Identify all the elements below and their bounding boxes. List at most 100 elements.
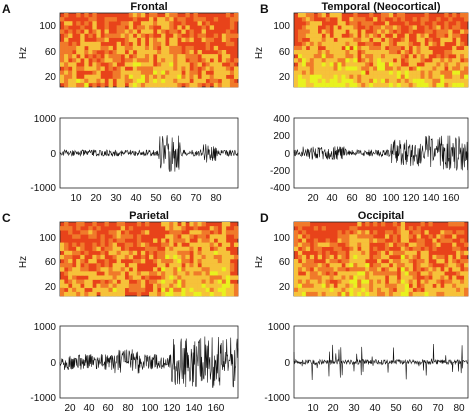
- spectrogram-cell: [144, 58, 150, 63]
- spectrogram-cell: [400, 70, 406, 75]
- spectrogram-cell: [205, 45, 210, 51]
- spectrogram-cell: [313, 263, 319, 268]
- spectrogram-cell: [100, 78, 105, 84]
- spectrogram-cell: [341, 66, 346, 71]
- spectrogram-cell: [424, 74, 429, 80]
- spectrogram-cell: [420, 222, 425, 227]
- spectrogram-cell: [68, 275, 73, 280]
- spectrogram-cell: [412, 275, 417, 280]
- spectrogram-cell: [321, 287, 326, 293]
- spectrogram-cell: [377, 254, 382, 260]
- spectrogram-cell: [381, 25, 386, 30]
- spectrogram-cell: [388, 25, 394, 30]
- spectrogram-cell: [80, 287, 85, 293]
- spectrogram-cell: [201, 234, 206, 239]
- spectrogram-cell: [169, 222, 174, 227]
- spectrogram-cell: [177, 17, 182, 22]
- spectrogram-cell: [452, 287, 457, 293]
- spectrogram-cell: [396, 13, 402, 18]
- spectrogram-cell: [456, 222, 461, 227]
- spectrogram-cell: [353, 21, 358, 26]
- spectrogram-cell: [116, 287, 121, 293]
- spectrogram-cell: [456, 66, 461, 71]
- spectrogram-cell: [92, 78, 97, 84]
- spectrogram-cell: [161, 259, 166, 264]
- spectrogram-cell: [173, 13, 178, 18]
- spectrogram-cell: [424, 29, 429, 34]
- spectrogram-cell: [157, 250, 162, 256]
- spectrogram-cell: [432, 279, 437, 284]
- spectrogram-cell: [377, 259, 382, 264]
- spectrogram-cell: [205, 267, 210, 272]
- spectrogram-cell: [201, 25, 206, 30]
- spectrogram-cell: [377, 25, 382, 30]
- spectrogram-cell: [173, 275, 178, 280]
- spectrogram-cell: [388, 70, 394, 75]
- spectrogram-cell: [112, 230, 117, 235]
- spectrogram-cell: [221, 82, 227, 88]
- spectrogram-cell: [140, 21, 146, 26]
- spectrogram-cell: [197, 287, 202, 293]
- spectrogram-cell: [205, 250, 210, 256]
- spectrogram-cell: [361, 82, 366, 88]
- spectrogram-cell: [412, 246, 417, 252]
- spectrogram-cell: [88, 271, 93, 276]
- spectrogram-cell: [353, 78, 358, 84]
- spectrogram-cell: [60, 54, 65, 59]
- spectrogram-cell: [349, 25, 354, 30]
- spectrogram-cell: [140, 70, 146, 75]
- spectrogram-cell: [104, 25, 109, 30]
- spectrogram-cell: [88, 259, 93, 264]
- spectrogram-cell: [444, 13, 449, 18]
- spectrogram-cell: [337, 263, 342, 268]
- spectrogram-cell: [92, 13, 97, 18]
- spectrogram-cell: [440, 41, 445, 47]
- spectrogram-cell: [365, 62, 370, 67]
- spectrogram-cell: [64, 21, 69, 26]
- spectrogram-cell: [345, 230, 350, 235]
- spectrogram-cell: [325, 275, 330, 280]
- spectrogram-cell: [64, 254, 69, 260]
- spectrogram-cell: [233, 283, 239, 289]
- spectrogram-cell: [205, 74, 210, 80]
- spectrogram-cell: [404, 287, 409, 293]
- spectrogram-cell: [404, 78, 409, 84]
- spectrogram-cell: [424, 54, 429, 59]
- spectrogram-cell: [456, 254, 461, 260]
- panel-d: D Occipital Hz 100 60 20 1000 0 -1000 10…: [254, 210, 469, 414]
- spectrogram-cell: [329, 287, 334, 293]
- spectrogram-cell: [301, 62, 307, 67]
- spectrogram-cell: [116, 33, 121, 38]
- spectrogram-cell: [456, 62, 461, 67]
- spectrogram-cell: [64, 250, 69, 256]
- spectrogram-cell: [153, 50, 158, 55]
- spectrogram-cell: [365, 238, 370, 243]
- spectrogram-cell: [209, 37, 215, 43]
- spectrogram-cell: [221, 267, 227, 272]
- spectrogram-cell: [60, 45, 65, 51]
- spectrogram-cell: [112, 58, 117, 63]
- spectrogram-cell: [365, 54, 370, 59]
- spectrogram-cell: [233, 291, 239, 297]
- spectrogram-cell: [337, 45, 342, 51]
- spectrogram-cell: [341, 41, 346, 47]
- spectrogram-cell: [92, 17, 97, 22]
- spectrogram-cell: [213, 271, 219, 276]
- spectrogram-cell: [444, 291, 449, 297]
- spectrogram-cell: [301, 267, 307, 272]
- spectrogram-cell: [84, 29, 89, 34]
- spectrogram-cell: [297, 82, 303, 88]
- spectrogram-cell: [392, 54, 398, 59]
- spectrogram-cell: [456, 82, 461, 88]
- spectrogram-cell: [169, 250, 174, 256]
- spectrogram-cell: [205, 287, 210, 293]
- spectrogram-cell: [153, 259, 158, 264]
- spectrogram-cell: [112, 287, 117, 293]
- spectrogram-cell: [321, 291, 326, 297]
- spectrogram-cell: [305, 17, 311, 22]
- spectrogram-cell: [448, 37, 453, 43]
- spectrogram-cell: [444, 37, 449, 43]
- spectrogram-cell: [76, 21, 81, 26]
- spectrogram-cell: [400, 41, 406, 47]
- spectrogram-cell: [217, 246, 223, 252]
